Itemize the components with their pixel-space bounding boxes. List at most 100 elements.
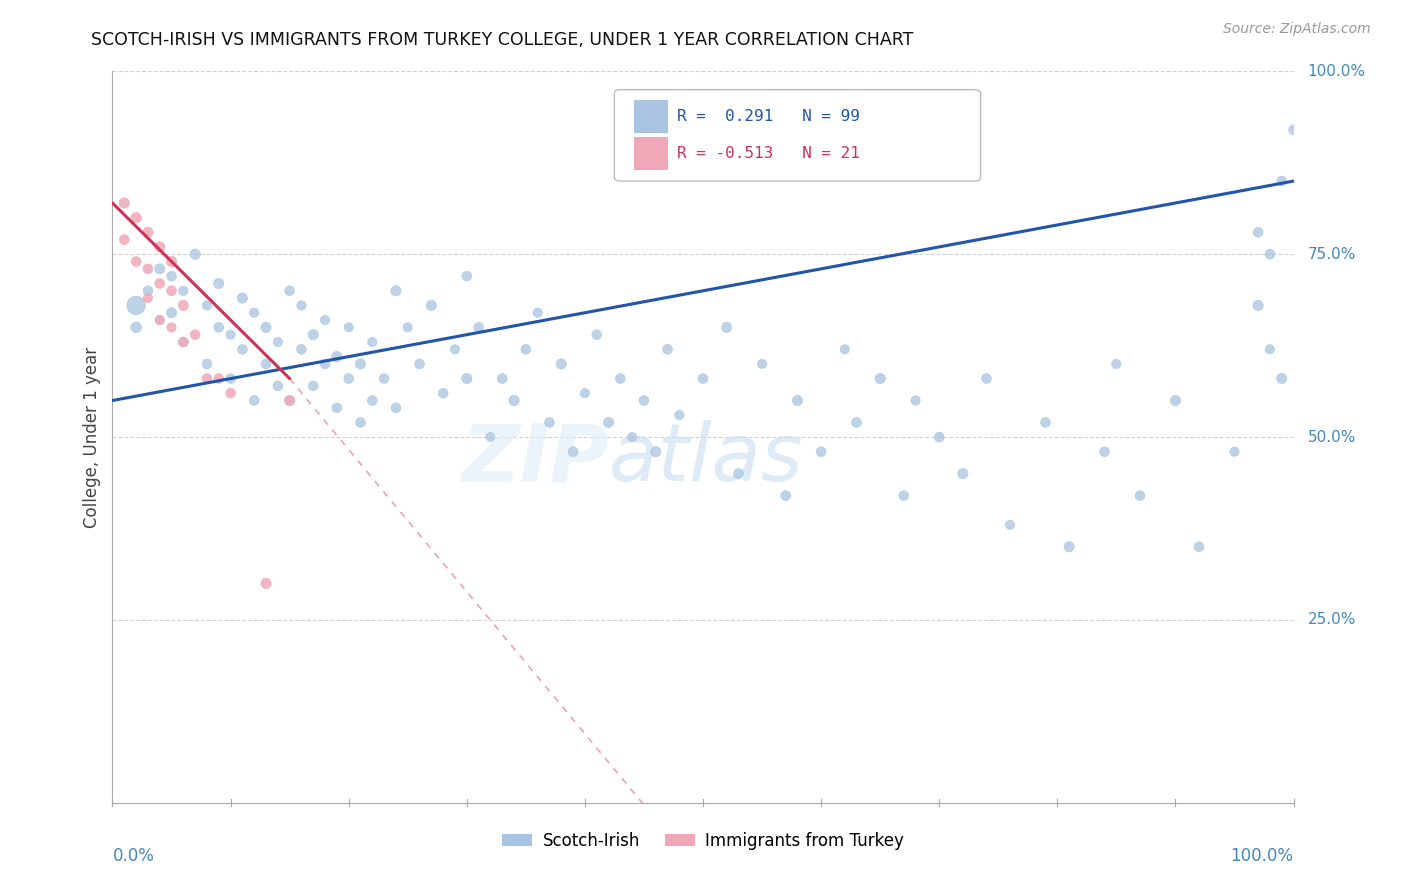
Point: [609, 371, 631, 385]
Point: [219, 327, 242, 342]
Text: 25.0%: 25.0%: [1308, 613, 1355, 627]
Point: [326, 350, 349, 364]
Point: [408, 357, 430, 371]
Point: [396, 320, 419, 334]
Point: [444, 343, 467, 357]
Point: [208, 320, 231, 334]
Point: [231, 291, 253, 305]
Point: [1258, 343, 1281, 357]
Point: [562, 444, 585, 458]
Point: [195, 371, 218, 385]
Point: [290, 298, 312, 312]
Point: [692, 371, 714, 385]
Point: [420, 298, 443, 312]
Point: [1271, 371, 1294, 385]
Point: [786, 393, 808, 408]
Point: [136, 284, 159, 298]
Point: [349, 416, 371, 430]
Point: [195, 298, 218, 312]
Point: [219, 371, 242, 385]
Point: [952, 467, 974, 481]
Point: [538, 416, 561, 430]
Point: [267, 379, 290, 393]
Point: [172, 284, 194, 298]
Point: [278, 393, 301, 408]
Point: [160, 320, 183, 334]
Point: [998, 517, 1021, 532]
Point: [727, 467, 749, 481]
Text: Source: ZipAtlas.com: Source: ZipAtlas.com: [1223, 22, 1371, 37]
Bar: [634, 100, 668, 133]
Point: [1035, 416, 1057, 430]
Point: [585, 327, 607, 342]
Point: [208, 277, 231, 291]
Point: [751, 357, 773, 371]
Point: [467, 320, 489, 334]
Point: [716, 320, 738, 334]
Point: [314, 313, 336, 327]
Point: [290, 343, 312, 357]
Point: [491, 371, 513, 385]
Point: [149, 313, 172, 327]
Text: atlas: atlas: [609, 420, 803, 498]
Point: [243, 393, 266, 408]
Point: [125, 320, 148, 334]
Point: [278, 284, 301, 298]
Text: 50.0%: 50.0%: [1308, 430, 1355, 444]
Point: [184, 247, 207, 261]
Point: [1247, 298, 1270, 312]
Text: ZIP: ZIP: [461, 420, 609, 498]
Text: R = -0.513   N = 21: R = -0.513 N = 21: [678, 145, 860, 161]
Point: [775, 489, 797, 503]
Point: [644, 444, 666, 458]
Legend: Scotch-Irish, Immigrants from Turkey: Scotch-Irish, Immigrants from Turkey: [496, 825, 910, 856]
Point: [598, 416, 620, 430]
Point: [550, 357, 572, 371]
Point: [1057, 540, 1080, 554]
Point: [869, 371, 891, 385]
Point: [893, 489, 915, 503]
Point: [1094, 444, 1116, 458]
Point: [1282, 123, 1305, 137]
Point: [243, 306, 266, 320]
Point: [361, 393, 384, 408]
Point: [503, 393, 526, 408]
Point: [1129, 489, 1152, 503]
Point: [231, 343, 253, 357]
Point: [160, 254, 183, 268]
Point: [1271, 174, 1294, 188]
Point: [574, 386, 596, 401]
Point: [845, 416, 868, 430]
Point: [633, 393, 655, 408]
Point: [904, 393, 927, 408]
Point: [432, 386, 454, 401]
Point: [267, 334, 290, 349]
Point: [657, 343, 679, 357]
Point: [208, 371, 231, 385]
Y-axis label: College, Under 1 year: College, Under 1 year: [83, 346, 101, 528]
Point: [125, 254, 148, 268]
Point: [621, 430, 644, 444]
Point: [172, 334, 194, 349]
Point: [184, 327, 207, 342]
Point: [1188, 540, 1211, 554]
FancyBboxPatch shape: [614, 90, 980, 181]
Point: [526, 306, 548, 320]
Point: [1247, 225, 1270, 239]
Point: [326, 401, 349, 415]
Point: [834, 343, 856, 357]
Point: [149, 261, 172, 276]
Point: [112, 233, 135, 247]
Point: [195, 357, 218, 371]
Point: [149, 277, 172, 291]
Point: [1223, 444, 1246, 458]
Point: [219, 386, 242, 401]
Point: [668, 408, 690, 422]
Text: 75.0%: 75.0%: [1308, 247, 1355, 261]
Point: [172, 334, 194, 349]
Point: [385, 284, 408, 298]
Text: 0.0%: 0.0%: [112, 847, 155, 864]
Point: [160, 269, 183, 284]
Point: [373, 371, 395, 385]
Point: [1164, 393, 1187, 408]
